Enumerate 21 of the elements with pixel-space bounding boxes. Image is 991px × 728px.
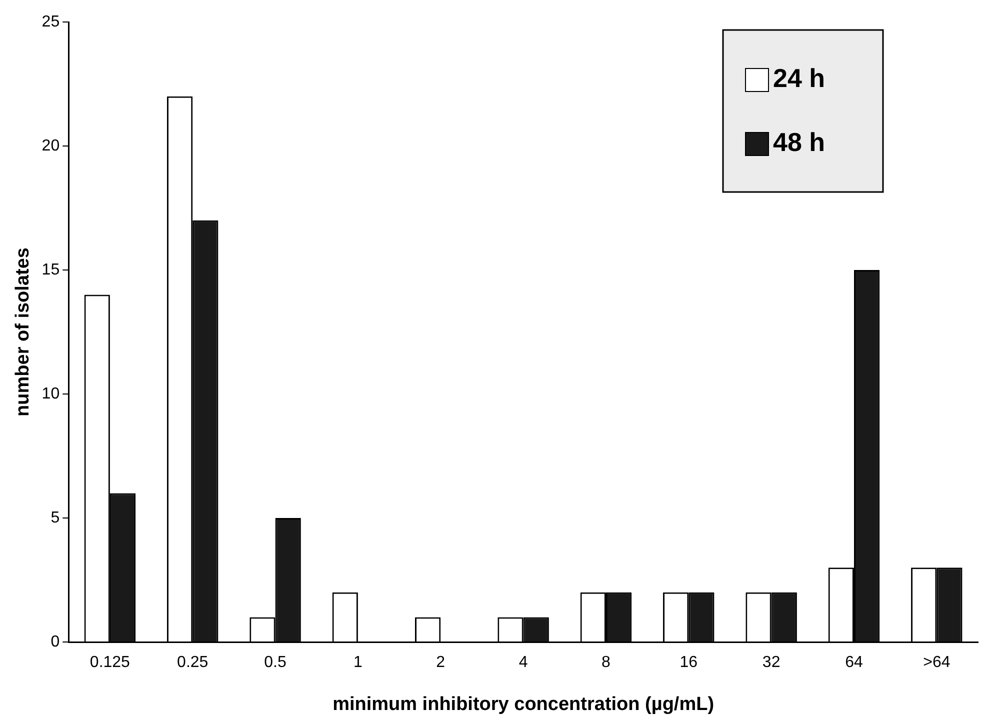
x-tick-label: 1 <box>354 654 362 672</box>
legend-label: 48 h <box>773 127 826 158</box>
x-tick-label: >64 <box>923 654 950 672</box>
x-axis-title: minimum inhibitory concentration (µg/mL) <box>332 694 714 715</box>
y-tick-label: 25 <box>42 13 60 30</box>
x-tick-label: 0.5 <box>264 654 286 672</box>
x-tick-label: 2 <box>436 654 446 672</box>
legend-label: 24 h <box>773 63 826 94</box>
x-tick-label: 16 <box>680 654 698 672</box>
y-tick-label: 20 <box>42 137 60 154</box>
x-tick-label: 0.25 <box>177 654 208 672</box>
y-tick-label: 10 <box>42 385 60 402</box>
y-tick-label: 5 <box>50 509 60 526</box>
y-axis-title: number of isolates <box>12 248 34 416</box>
y-tick-label: 15 <box>42 261 60 278</box>
x-tick-label: 32 <box>762 654 780 672</box>
x-tick-label: 64 <box>845 654 863 672</box>
x-tick-label: 0.125 <box>90 654 130 672</box>
x-tick-label: 4 <box>518 654 528 672</box>
y-tick-label: 0 <box>50 633 60 650</box>
x-tick-label: 8 <box>602 654 611 672</box>
